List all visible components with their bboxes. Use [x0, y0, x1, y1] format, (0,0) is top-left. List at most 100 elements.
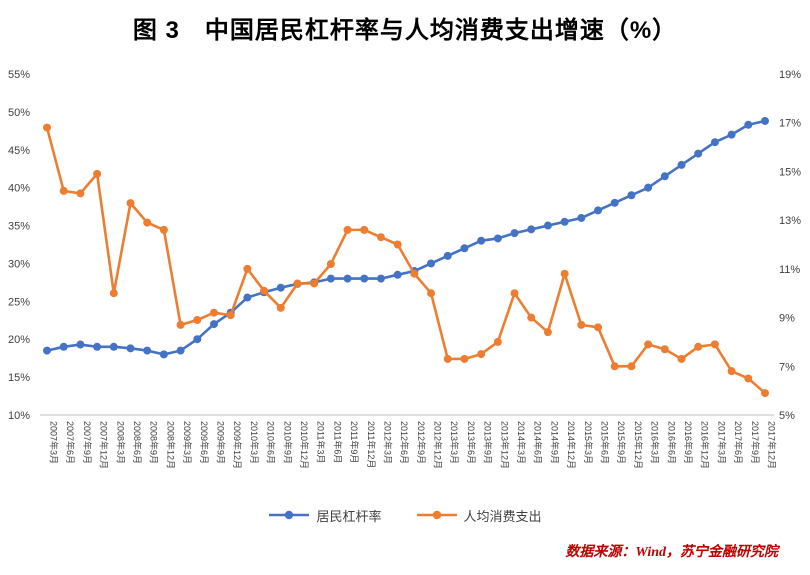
left-axis-tick-label: 35% — [8, 221, 30, 233]
x-axis-tick-label: 2010年12月 — [299, 421, 310, 469]
data-point-marker — [193, 335, 202, 344]
data-point-marker — [694, 342, 703, 351]
x-axis-tick-label: 2010年9月 — [282, 421, 293, 464]
data-point-marker — [577, 213, 586, 222]
x-axis-tick-label: 2014年3月 — [516, 421, 527, 464]
data-point-marker — [376, 233, 385, 242]
x-axis-tick-label: 2017年9月 — [750, 421, 761, 464]
data-point-marker — [276, 283, 285, 292]
chart-title: 图 3 中国居民杠杆率与人均消费支出增速（%） — [132, 17, 678, 44]
data-point-marker — [710, 340, 719, 349]
data-point-marker — [159, 225, 168, 234]
x-axis-tick-label: 2013年9月 — [483, 421, 494, 464]
data-point-marker — [460, 244, 469, 253]
x-axis-tick-label: 2016年6月 — [666, 421, 677, 464]
data-point-marker — [276, 303, 285, 312]
data-point-marker — [93, 342, 102, 351]
data-point-marker — [360, 225, 369, 234]
x-axis-tick-label: 2011年12月 — [366, 421, 377, 468]
data-point-marker — [527, 313, 536, 322]
data-point-marker — [594, 206, 603, 215]
data-point-marker — [243, 293, 252, 302]
data-point-marker — [677, 160, 686, 169]
data-point-marker — [727, 367, 736, 376]
data-point-marker — [176, 320, 185, 329]
data-point-marker — [43, 346, 51, 355]
data-point-marker — [761, 116, 769, 125]
left-axis-tick-label: 10% — [8, 410, 30, 422]
data-point-marker — [744, 120, 753, 129]
data-point-marker — [493, 337, 502, 346]
x-axis-tick-label: 2015年9月 — [616, 421, 627, 464]
leverage-line-marker-icon — [269, 510, 310, 520]
data-point-marker — [159, 350, 168, 359]
data-point-marker — [460, 354, 469, 363]
right-axis-tick-label: 9% — [779, 313, 795, 325]
data-point-marker — [326, 259, 335, 268]
data-point-marker — [143, 346, 152, 355]
right-axis-tick-label: 5% — [779, 410, 795, 422]
right-axis-tick-label: 19% — [779, 69, 801, 81]
data-point-marker — [510, 229, 519, 238]
data-point-marker — [610, 198, 619, 207]
data-point-marker — [577, 320, 586, 329]
data-point-marker — [510, 289, 519, 298]
data-point-marker — [343, 225, 352, 234]
data-point-marker — [560, 217, 569, 226]
x-axis-tick-label: 2013年3月 — [449, 421, 460, 464]
data-point-marker — [76, 189, 85, 198]
data-point-marker — [260, 286, 269, 295]
data-point-marker — [477, 236, 486, 245]
x-axis-tick-label: 2011年9月 — [349, 421, 360, 463]
leverage-series — [43, 116, 769, 359]
data-point-marker — [376, 274, 385, 283]
data-point-marker — [443, 354, 452, 363]
right-axis-tick-label: 15% — [779, 166, 801, 178]
x-axis-tick-label: 2015年12月 — [633, 421, 644, 469]
data-point-marker — [209, 320, 218, 329]
x-axis-tick-label: 2008年6月 — [132, 421, 143, 464]
data-point-marker — [443, 251, 452, 260]
x-axis-tick-label: 2015年6月 — [600, 421, 611, 464]
data-point-marker — [226, 311, 235, 320]
data-source-note: 数据来源：Wind，苏宁金融研究院 — [565, 545, 778, 560]
data-point-marker — [644, 183, 653, 192]
chart-legend: 居民杠杆率 人均消费支出 — [0, 505, 810, 525]
data-point-marker — [410, 269, 419, 278]
left-axis-tick-label: 25% — [8, 296, 30, 308]
left-axis-tick-label: 15% — [8, 372, 30, 384]
data-point-marker — [310, 279, 319, 288]
right-axis-tick-label: 17% — [779, 118, 801, 130]
data-point-marker — [543, 328, 552, 337]
data-point-marker — [477, 350, 486, 359]
x-axis-tick-label: 2008年3月 — [115, 421, 126, 464]
x-axis-tick-label: 2011年6月 — [332, 421, 343, 463]
data-point-marker — [677, 354, 686, 363]
left-axis-tick-label: 50% — [8, 107, 30, 119]
data-point-marker — [109, 289, 118, 298]
left-axis-tick-label: 30% — [8, 258, 30, 270]
data-point-marker — [627, 191, 636, 200]
x-axis-tick-label: 2007年9月 — [82, 421, 93, 464]
data-point-marker — [243, 264, 252, 273]
x-axis-tick-label: 2017年3月 — [716, 421, 727, 464]
data-point-marker — [59, 186, 68, 195]
consumption-series-line — [45, 126, 767, 395]
data-point-marker — [43, 123, 51, 132]
legend-item-leverage: 居民杠杆率 — [268, 506, 382, 525]
x-axis-tick-label: 2013年12月 — [499, 421, 510, 469]
data-point-marker — [560, 269, 569, 278]
data-point-marker — [126, 344, 135, 353]
x-axis-tick-label: 2012年3月 — [382, 421, 393, 464]
data-point-marker — [293, 279, 302, 288]
data-point-marker — [744, 374, 753, 383]
data-point-marker — [343, 274, 352, 283]
data-point-marker — [727, 130, 736, 139]
data-point-marker — [427, 259, 436, 268]
data-point-marker — [326, 274, 335, 283]
x-axis-tick-label: 2017年6月 — [733, 421, 744, 464]
data-point-marker — [527, 225, 536, 234]
left-axis-tick-label: 45% — [8, 145, 30, 157]
x-axis-tick-label: 2007年12月 — [99, 421, 110, 469]
